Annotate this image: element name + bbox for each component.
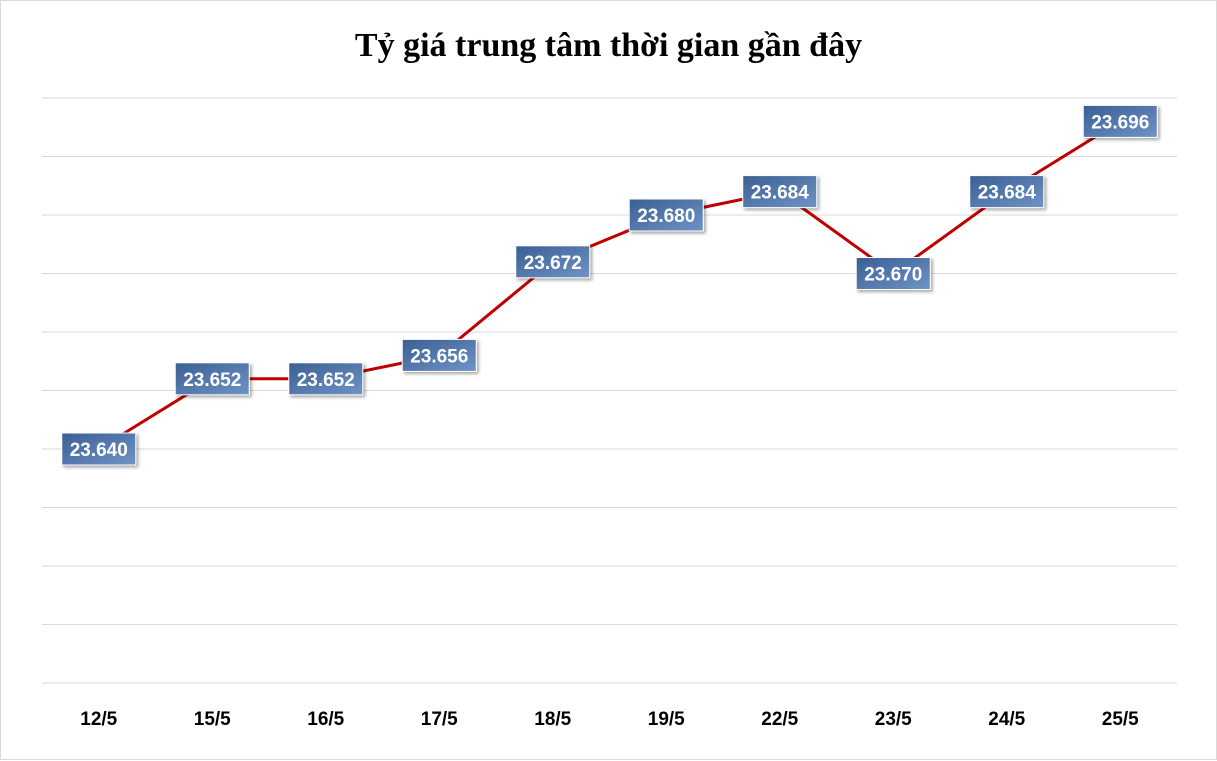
data-label-box	[969, 175, 1045, 209]
data-label: 23.640	[61, 432, 137, 466]
x-tick-label: 18/5	[534, 709, 571, 730]
series-line-layer	[97, 120, 1122, 451]
data-label-box	[742, 175, 818, 209]
data-label-text: 23.684	[751, 183, 810, 204]
data-label: 23.656	[401, 338, 477, 372]
x-tick-label: 17/5	[421, 709, 458, 730]
data-label: 23.672	[515, 245, 591, 279]
gridlines	[42, 97, 1177, 684]
data-label-box	[288, 362, 364, 396]
data-label: 23.652	[288, 362, 364, 396]
series-line	[97, 120, 1122, 451]
data-labels: 23.640 23.652 23.652 23.656 23.672 23.680 23.6…	[61, 104, 1158, 466]
x-tick-label: 12/5	[80, 709, 117, 730]
data-label-box	[628, 198, 704, 232]
data-label-box	[401, 338, 477, 372]
x-axis-ticks: 12/5 15/5 16/5 17/5 18/5 19/5 22/5 23/5 24/5 25/5	[80, 709, 1139, 730]
data-label-box	[174, 362, 250, 396]
data-label: 23.696	[1082, 104, 1158, 138]
x-tick-label: 23/5	[875, 709, 912, 730]
data-label-box	[515, 245, 591, 279]
x-tick-label: 24/5	[988, 709, 1025, 730]
data-label-box	[855, 257, 931, 290]
x-tick-label: 25/5	[1102, 709, 1139, 730]
data-label: 23.684	[742, 175, 818, 209]
data-label-text: 23.652	[297, 370, 355, 391]
data-label: 23.680	[628, 198, 704, 232]
x-tick-label: 15/5	[194, 709, 231, 730]
data-label-text: 23.670	[864, 265, 922, 286]
data-label-box	[61, 432, 137, 466]
data-label-text: 23.684	[978, 183, 1037, 204]
data-label-text: 23.672	[524, 253, 582, 274]
x-tick-label: 22/5	[761, 709, 798, 730]
data-label-text: 23.696	[1091, 112, 1149, 133]
data-label: 23.670	[855, 257, 931, 290]
x-tick-label: 16/5	[307, 709, 344, 730]
data-label-text: 23.640	[70, 440, 128, 461]
data-label: 23.652	[174, 362, 250, 396]
data-label-text: 23.652	[183, 370, 241, 391]
data-label: 23.684	[969, 175, 1045, 209]
chart-title: Tỷ giá trung tâm thời gian gần đây	[354, 27, 863, 64]
data-label-box	[1082, 104, 1158, 138]
x-tick-label: 19/5	[648, 709, 685, 730]
data-label-text: 23.680	[637, 206, 695, 227]
data-label-text: 23.656	[410, 346, 468, 367]
